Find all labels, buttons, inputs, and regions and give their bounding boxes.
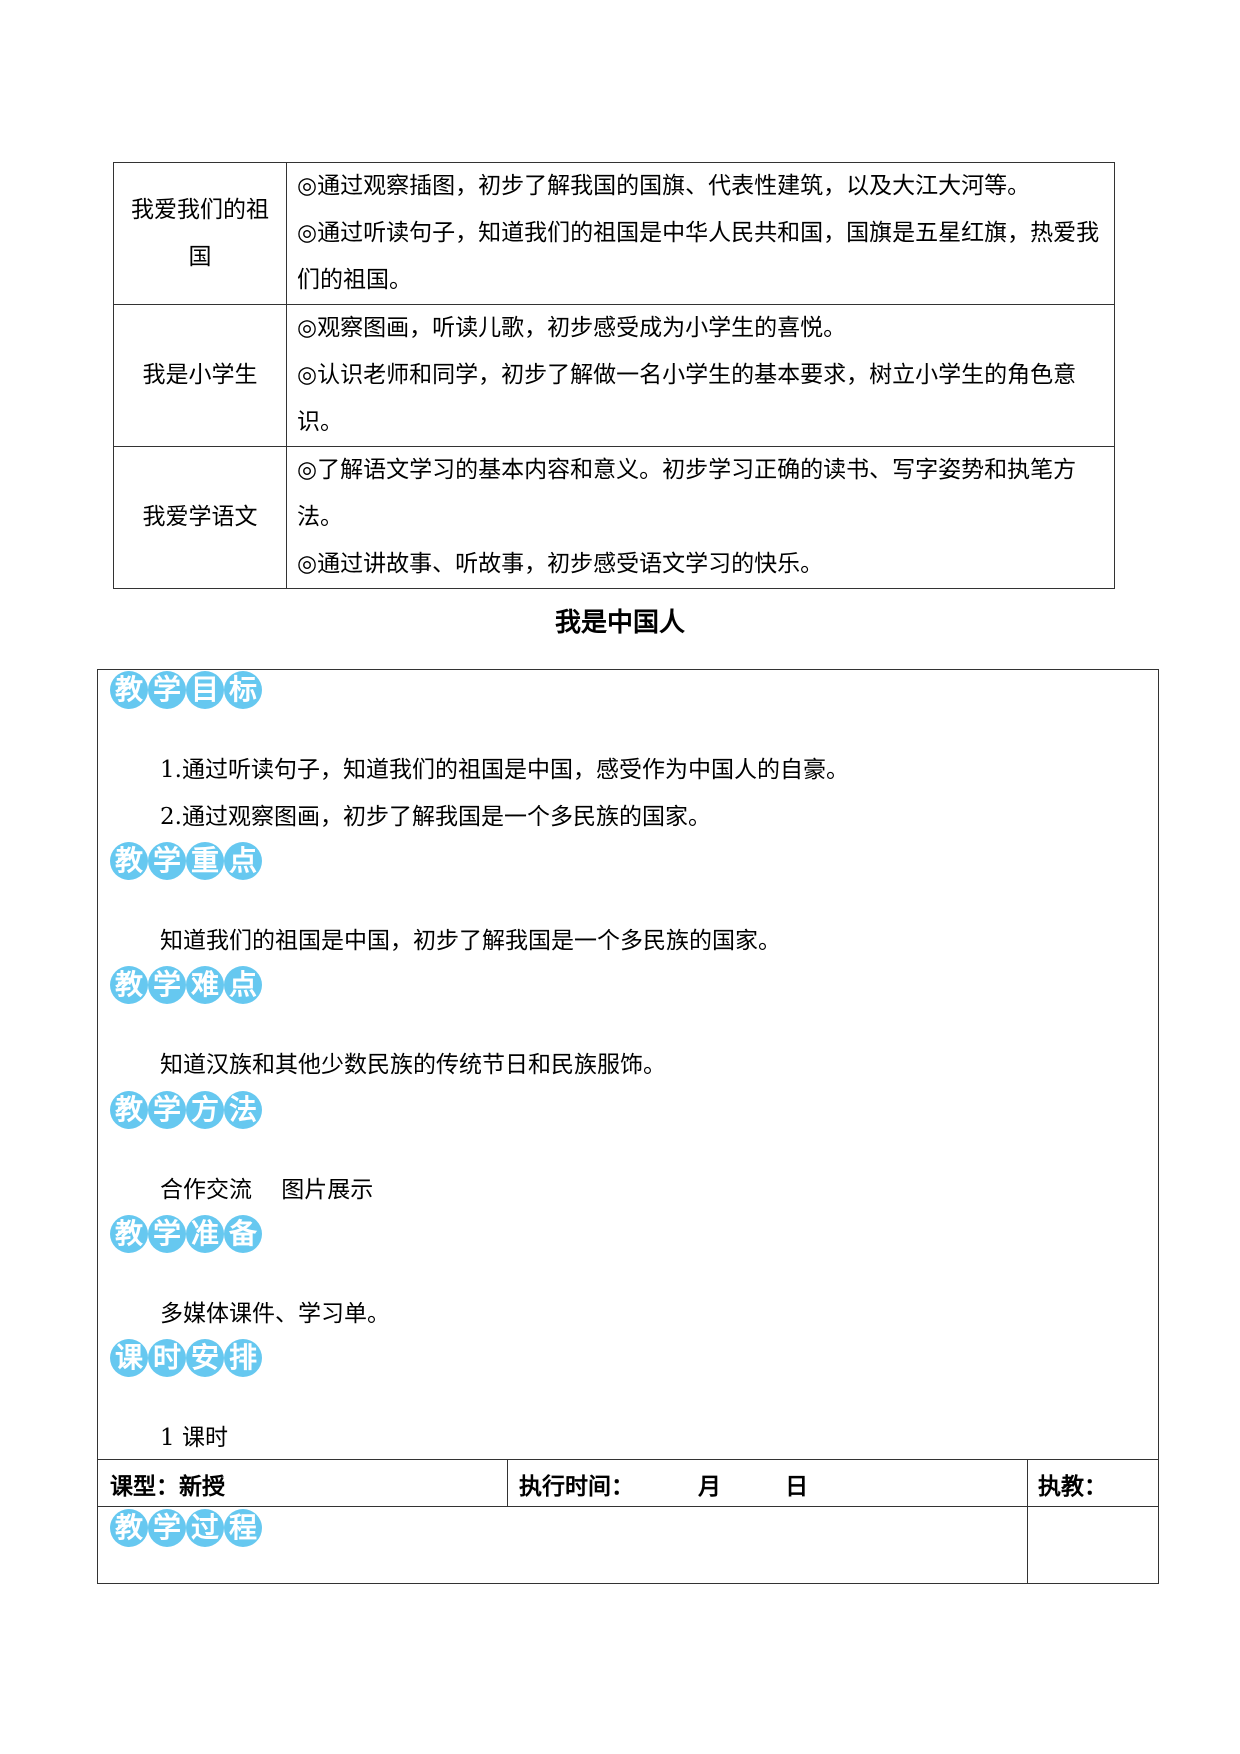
badge-char: 学: [148, 1215, 186, 1253]
badge-char: 学: [148, 1091, 186, 1129]
badge-char: 过: [186, 1509, 224, 1547]
section-badge: 课时安排: [110, 1339, 262, 1377]
badge-char: 学: [148, 671, 186, 709]
badge-char: 教: [110, 842, 148, 880]
badge-char: 难: [186, 966, 224, 1004]
section-badge: 教学目标: [110, 671, 262, 709]
badge-char: 教: [110, 671, 148, 709]
badge-char: 学: [148, 842, 186, 880]
unit-cell: 我爱学语文: [113, 446, 287, 589]
badge-char: 点: [224, 966, 262, 1004]
unit-cell: 我爱我们的祖国: [113, 162, 287, 305]
badge-char: 课: [110, 1339, 148, 1377]
exec-time: 执行时间： 月 日: [519, 1474, 809, 1500]
table-row: 我爱学语文 ◎了解语文学习的基本内容和意义。初步学习正确的读书、写字姿势和执笔方…: [113, 446, 1115, 589]
unit-cell: 我是小学生: [113, 304, 287, 447]
badge-char: 法: [224, 1091, 262, 1129]
lesson-plan-box: [97, 669, 1159, 1584]
lesson-type: 课型：新授: [110, 1474, 225, 1500]
section-text: 1.通过听读句子，知道我们的祖国是中国，感受作为中国人的自豪。: [160, 757, 849, 783]
section-badge: 教学方法: [110, 1091, 262, 1129]
section-badge: 教学难点: [110, 966, 262, 1004]
badge-char: 学: [148, 1509, 186, 1547]
badge-char: 备: [224, 1215, 262, 1253]
section-badge: 教学重点: [110, 842, 262, 880]
teacher: 执教：: [1038, 1474, 1107, 1500]
lesson-title: 我是中国人: [554, 608, 685, 638]
goals-cell: ◎了解语文学习的基本内容和意义。初步学习正确的读书、写字姿势和执笔方法。 ◎通过讲…: [286, 446, 1115, 589]
badge-char: 教: [110, 1215, 148, 1253]
badge-char: 教: [110, 1509, 148, 1547]
section-badge: 教学准备: [110, 1215, 262, 1253]
section-text: 知道汉族和其他少数民族的传统节日和民族服饰。: [160, 1052, 666, 1078]
badge-char: 程: [224, 1509, 262, 1547]
badge-char: 排: [224, 1339, 262, 1377]
badge-char: 教: [110, 1091, 148, 1129]
badge-char: 安: [186, 1339, 224, 1377]
overview-table: 我爱我们的祖国 ◎通过观察插图，初步了解我国的国旗、代表性建筑，以及大江大河等。…: [113, 162, 1115, 589]
divider: [97, 1506, 1159, 1507]
section-text: 合作交流 图片展示: [160, 1177, 374, 1203]
badge-char: 目: [186, 671, 224, 709]
badge-char: 时: [148, 1339, 186, 1377]
badge-char: 准: [186, 1215, 224, 1253]
divider: [97, 1459, 1159, 1460]
badge-char: 方: [186, 1091, 224, 1129]
table-row: 我是小学生 ◎观察图画，听读儿歌，初步感受成为小学生的喜悦。 ◎认识老师和同学，初…: [113, 304, 1115, 447]
divider: [1027, 1459, 1028, 1584]
section-text: 多媒体课件、学习单。: [160, 1301, 390, 1327]
section-text: 1 课时: [160, 1425, 228, 1451]
section-text: 2.通过观察图画，初步了解我国是一个多民族的国家。: [160, 804, 711, 830]
divider: [507, 1459, 508, 1506]
badge-teaching-process: 教学过程: [110, 1509, 262, 1547]
badge-char: 教: [110, 966, 148, 1004]
badge-char: 标: [224, 671, 262, 709]
badge-char: 点: [224, 842, 262, 880]
table-row: 我爱我们的祖国 ◎通过观察插图，初步了解我国的国旗、代表性建筑，以及大江大河等。…: [113, 162, 1115, 305]
goals-cell: ◎通过观察插图，初步了解我国的国旗、代表性建筑，以及大江大河等。 ◎通过听读句子，…: [286, 162, 1115, 305]
section-text: 知道我们的祖国是中国，初步了解我国是一个多民族的国家。: [160, 928, 781, 954]
goals-cell: ◎观察图画，听读儿歌，初步感受成为小学生的喜悦。 ◎认识老师和同学，初步了解做一名…: [286, 304, 1115, 447]
badge-char: 重: [186, 842, 224, 880]
badge-char: 学: [148, 966, 186, 1004]
